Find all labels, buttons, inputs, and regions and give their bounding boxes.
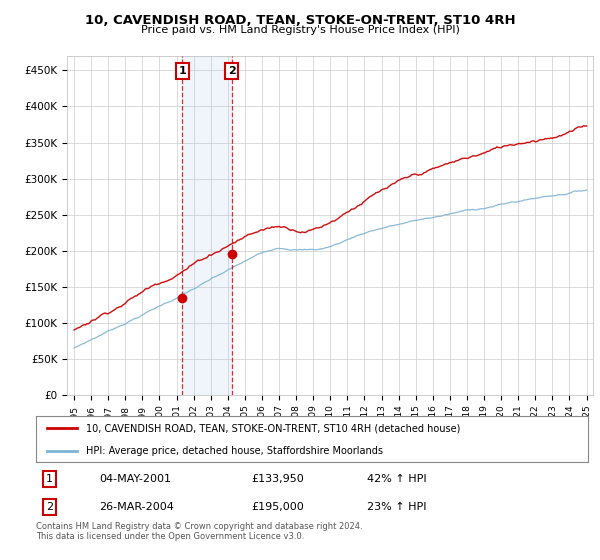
Text: £133,950: £133,950 [251, 474, 304, 484]
Text: HPI: Average price, detached house, Staffordshire Moorlands: HPI: Average price, detached house, Staf… [86, 446, 383, 455]
Text: £195,000: £195,000 [251, 502, 304, 512]
Text: Contains HM Land Registry data © Crown copyright and database right 2024.
This d: Contains HM Land Registry data © Crown c… [36, 522, 362, 542]
Text: 2: 2 [46, 502, 53, 512]
Bar [182, 56, 232, 395]
Text: 1: 1 [46, 474, 53, 484]
Text: 10, CAVENDISH ROAD, TEAN, STOKE-ON-TRENT, ST10 4RH: 10, CAVENDISH ROAD, TEAN, STOKE-ON-TRENT… [85, 14, 515, 27]
Text: 42% ↑ HPI: 42% ↑ HPI [367, 474, 427, 484]
Text: 1: 1 [178, 66, 186, 76]
Text: Price paid vs. HM Land Registry's House Price Index (HPI): Price paid vs. HM Land Registry's House … [140, 25, 460, 35]
Text: 04-MAY-2001: 04-MAY-2001 [100, 474, 172, 484]
Text: 10, CAVENDISH ROAD, TEAN, STOKE-ON-TRENT, ST10 4RH (detached house): 10, CAVENDISH ROAD, TEAN, STOKE-ON-TRENT… [86, 423, 460, 433]
Text: 26-MAR-2004: 26-MAR-2004 [100, 502, 175, 512]
Text: 23% ↑ HPI: 23% ↑ HPI [367, 502, 427, 512]
Text: 2: 2 [228, 66, 236, 76]
